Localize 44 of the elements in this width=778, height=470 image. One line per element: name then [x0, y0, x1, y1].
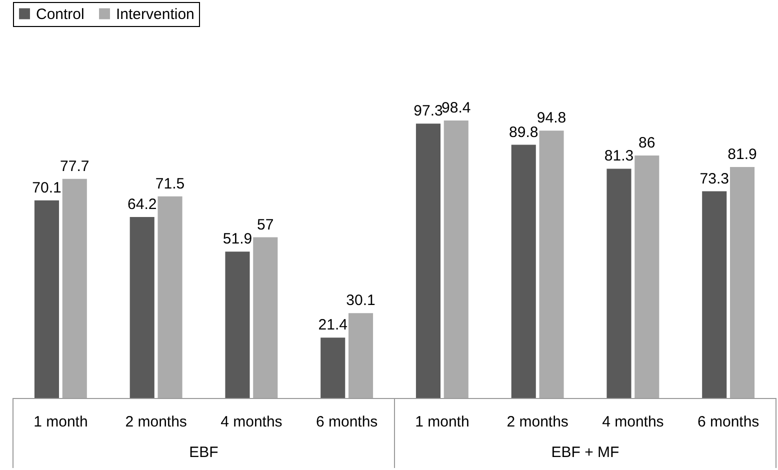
bar	[634, 155, 660, 398]
x-tick-label: 2 months	[125, 414, 187, 430]
bar	[253, 237, 278, 398]
data-label: 98.4	[442, 100, 471, 117]
bar	[62, 178, 87, 398]
data-label: 57	[257, 216, 274, 234]
bar	[348, 313, 374, 398]
data-label: 94.8	[536, 110, 566, 127]
bar	[511, 144, 536, 398]
data-label: 73.3	[700, 170, 729, 188]
data-label: 70.1	[32, 179, 62, 196]
data-label: 30.1	[346, 292, 376, 310]
data-label: 51.9	[222, 230, 252, 248]
bar	[225, 252, 250, 398]
x-tick-label: 6 months	[697, 414, 760, 430]
x-tick-label: 2 months	[506, 414, 568, 430]
x-tick-label: 4 months	[220, 414, 282, 430]
data-label: 86	[638, 134, 656, 152]
data-label: 71.5	[155, 175, 185, 192]
legend-label: Intervention	[116, 6, 194, 23]
data-label: 21.4	[318, 316, 348, 334]
bar	[130, 216, 154, 398]
text: EBF + MF	[551, 444, 620, 461]
data-label: 89.8	[509, 124, 538, 141]
x-tick-label: 1 month	[34, 414, 88, 430]
data-label: 81.3	[604, 148, 634, 165]
bar	[539, 130, 564, 398]
bar	[444, 120, 468, 398]
bar	[320, 338, 346, 398]
x-tick-label: 4 months	[602, 414, 664, 430]
text: EBF	[189, 444, 218, 461]
data-label: 64.2	[128, 196, 157, 213]
legend-label: Control	[36, 6, 84, 23]
bar	[34, 200, 60, 398]
data-label: 77.7	[60, 158, 90, 175]
bar	[606, 168, 632, 398]
x-tick-label: 1 month	[415, 414, 470, 430]
bar	[730, 167, 755, 398]
bar	[702, 191, 727, 398]
data-label: 97.3	[414, 102, 443, 120]
bar	[158, 196, 182, 398]
x-tick-label: 6 months	[316, 414, 378, 430]
data-label: 81.9	[728, 146, 757, 164]
bar	[416, 124, 441, 398]
